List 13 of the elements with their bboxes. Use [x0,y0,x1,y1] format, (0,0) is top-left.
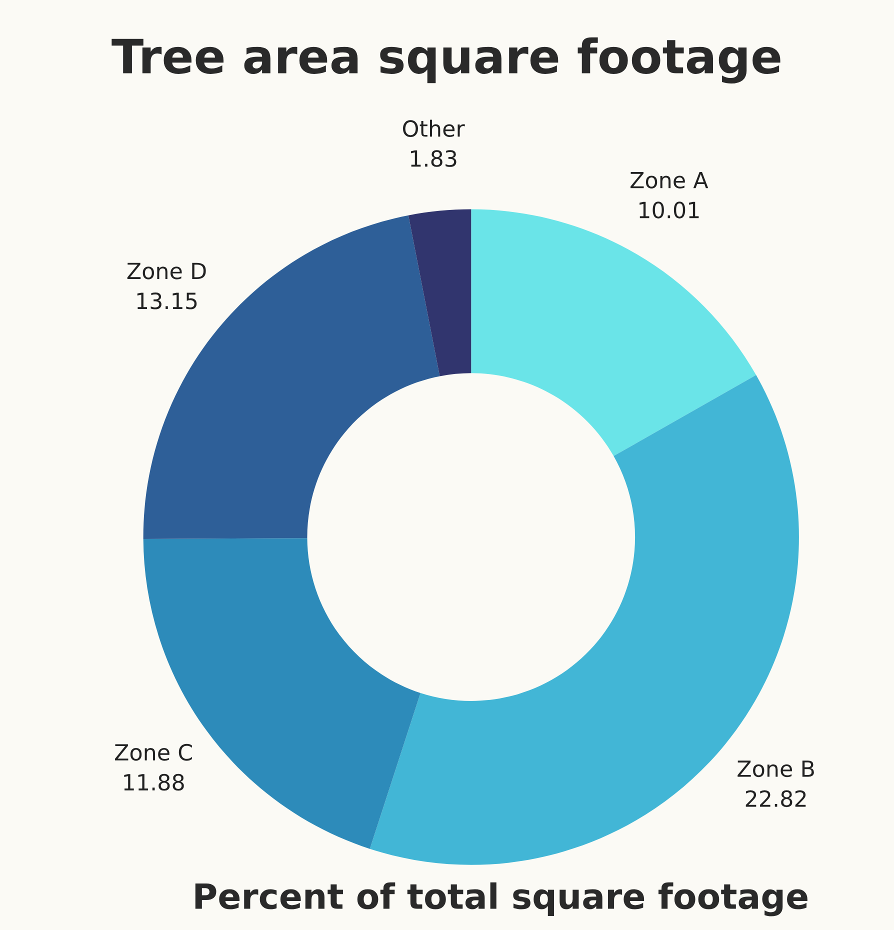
data-label: 13.15 [137,292,197,310]
text: Percent of total square footage [195,882,808,916]
donut-slice [408,209,472,376]
slice-label: Other [403,120,465,137]
data-label: 1.83 [411,150,456,167]
data-label: 11.88 [124,774,184,791]
slice-label: Zone D [127,262,206,280]
chart-title: Tree area square footage [112,37,780,84]
slice-label: Zone B [738,760,814,778]
data-label: 10.01 [640,202,699,218]
slice-label: Zone A [630,172,708,189]
slice-label: Zone C [114,744,192,761]
data-label: 22.82 [746,790,806,808]
